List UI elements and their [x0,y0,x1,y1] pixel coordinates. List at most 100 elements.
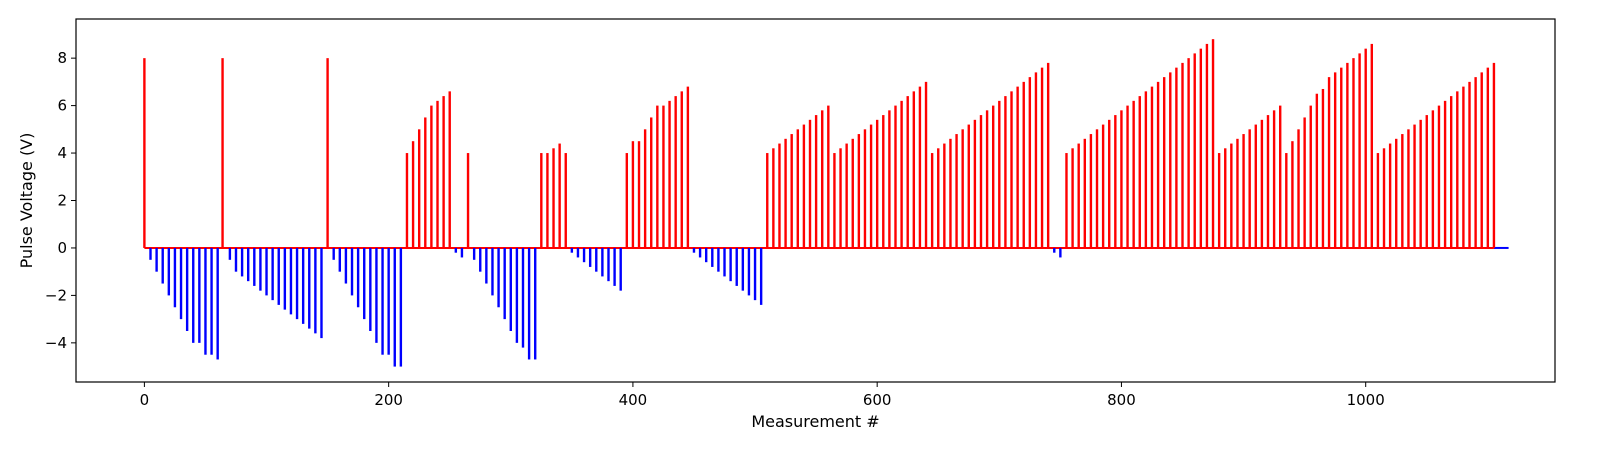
bar-positive [784,138,787,248]
bar-positive [973,119,977,248]
bar-positive [1150,86,1154,248]
bar-positive [1028,77,1032,248]
bar-positive [1217,153,1221,248]
bar-positive [1279,105,1282,248]
bar-positive [1382,148,1386,248]
bar-positive [1346,62,1349,248]
bar-negative [320,247,323,339]
bar-negative [1059,247,1062,258]
bar-positive [1132,100,1135,248]
bar-positive [1095,129,1099,248]
x-tick-label: 200 [374,391,403,409]
bar-positive [930,153,934,248]
bar-positive [796,129,799,248]
bar-negative [228,247,232,260]
bar-positive [540,153,543,248]
bar-negative [613,247,616,286]
bar-positive [1126,105,1129,248]
bar-negative [308,247,311,329]
bar-positive [1224,148,1227,248]
bar-negative [179,247,183,320]
bar-positive [1022,81,1025,248]
bar-positive [1144,91,1148,248]
bar-negative [253,247,256,286]
bar-positive [625,153,629,248]
bar-positive [1138,96,1141,248]
axis-ticks: 0 200 400 600 800 1000 −4 −2 0 2 4 6 8 [45,49,1385,409]
bar-positive [924,81,928,248]
bar-positive [1077,143,1080,248]
bar-positive [1395,138,1398,248]
bar-positive [827,105,830,248]
bar-positive [1034,72,1038,248]
bar-positive [1089,134,1093,248]
bar-positive [1169,72,1172,248]
bar-positive [1205,43,1209,248]
bar-negative [472,247,476,260]
bar-positive [442,96,445,248]
bar-positive [1175,67,1178,248]
bar-positive [918,86,922,248]
bar-positive [1211,39,1215,248]
bar-positive [1120,110,1123,248]
bar-negative [338,247,342,272]
bar-positive [985,110,989,248]
bar-negative [369,247,372,331]
bar-negative [216,247,219,360]
bar-positive [1309,105,1312,248]
x-tick-label: 1000 [1347,391,1385,409]
bar-positive [1303,117,1306,248]
bar-negative [717,247,720,272]
plot-frame [75,18,1556,383]
bar-negative [601,247,604,277]
bar-positive [1266,115,1270,248]
y-tick-label: 2 [57,192,67,210]
bar-negative [527,247,531,360]
bar-positive [894,105,897,248]
bar-negative [240,247,244,277]
bar-positive [1456,91,1459,248]
bar-positive [1340,67,1343,248]
bar-positive [1193,53,1196,248]
bar-positive [405,153,409,248]
bar-negative [204,247,207,355]
bar-positive [1187,58,1190,248]
bar-positive [448,91,451,248]
bar-positive [1010,91,1013,248]
bar-negative [454,247,458,253]
bar-positive [1413,124,1416,248]
bar-negative [198,247,201,343]
bar-negative [314,247,317,334]
bar-negative [619,247,622,291]
bar-negative [735,247,738,286]
bar-positive [637,141,641,248]
y-tick-label: 0 [57,239,67,257]
x-tick-label: 600 [863,391,892,409]
bar-positive [1443,100,1447,248]
bar-negative [515,247,519,343]
bar-negative [723,247,726,277]
bar-positive [943,143,946,248]
bar-positive [961,129,964,248]
bar-negative [1053,247,1056,253]
bar-positive [1333,72,1337,248]
bar-negative [607,247,610,282]
bar-positive [552,148,555,248]
bar-negative [399,247,403,367]
bar-positive [1315,93,1319,248]
bar-positive [875,119,879,248]
bar-positive [1254,124,1257,248]
bar-positive [1480,72,1483,248]
bar-positive [869,124,873,248]
y-tick-label: 8 [57,49,67,67]
bar-positive [1285,153,1288,248]
bar-positive [912,91,916,248]
bar-negative [503,247,506,320]
bar-negative [295,247,299,320]
bar-positive [967,124,970,248]
bar-positive [772,148,775,248]
bar-negative [534,247,537,360]
bar-positive [466,153,470,248]
bar-negative [234,247,238,272]
